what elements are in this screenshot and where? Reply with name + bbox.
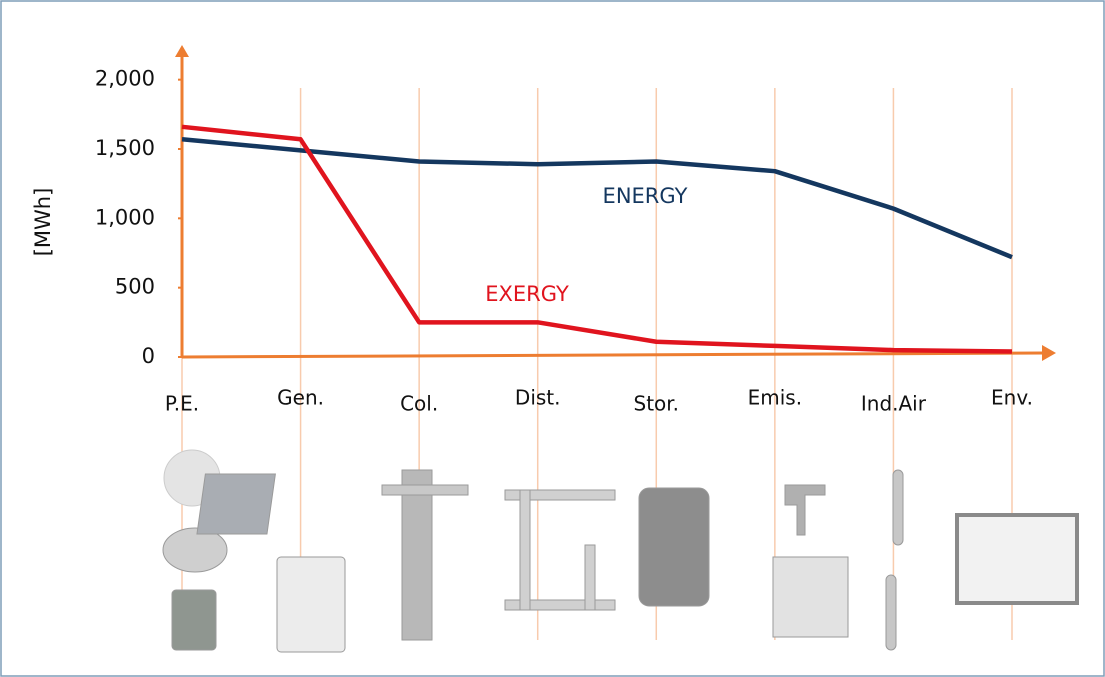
x-tick-label: Dist. [515,386,561,410]
x-tick-label: Gen. [277,386,324,410]
icon-pipe [504,599,616,611]
icon-pipe [584,544,596,611]
x-tick-label: Emis. [748,386,802,410]
x-axis-arrow [1042,345,1056,361]
icon-tap [784,484,826,536]
x-tick-label: Env. [991,386,1033,410]
icon-jerrycan [171,589,217,651]
y-tick-label: 1,500 [95,136,155,160]
x-axis [181,351,1046,359]
icon-storage-tank [638,487,710,607]
icons [162,449,1079,653]
series-line [181,124,1013,354]
icon-manifold [401,469,433,641]
series-label: ENERGY [603,184,688,208]
icon-solar-panel [196,473,276,535]
icon-pipe [504,489,616,501]
icon-window [955,513,1079,605]
y-axis-label: [MWh] [31,188,55,257]
icon-thermometer [892,469,904,546]
icon-manifold-pipe [381,484,469,496]
x-tick-label: Stor. [634,392,680,416]
y-tick-label: 0 [142,344,155,368]
icon-radiator [772,556,849,638]
y-axis-arrow [175,45,189,57]
series-line [181,137,1013,260]
x-tick-label: P.E. [165,392,199,416]
icon-thermometer [885,574,897,651]
x-tick-label: Col. [400,392,438,416]
x-tick-label: Ind.Air [861,392,927,416]
y-tick-label: 2,000 [95,67,155,91]
icon-chips [162,527,228,573]
icon-boiler [276,556,346,653]
icon-pipe [519,489,531,611]
y-tick-label: 500 [115,275,155,299]
series-label: EXERGY [485,282,569,306]
y-tick-label: 1,000 [95,205,155,229]
